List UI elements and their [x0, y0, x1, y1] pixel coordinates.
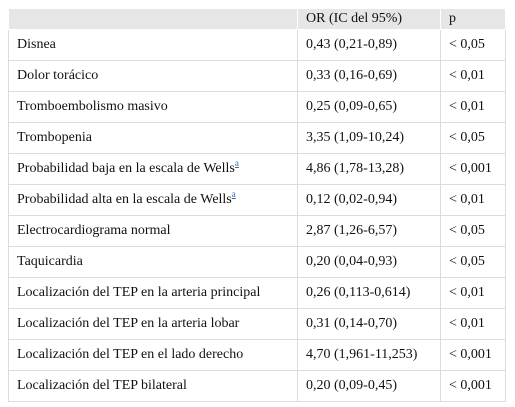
table-row: Localización del TEP bilateral 0,20 (0,09… — [8, 370, 506, 402]
header-cell: OR (IC del 95%) — [297, 8, 441, 30]
table-row: Dolor torácico 0,33 (0,16-0,69) < 0,01 — [8, 60, 506, 92]
row-label: Disnea — [8, 29, 298, 61]
footnote-link[interactable]: a — [234, 158, 239, 168]
row-label: Tromboembolismo masivo — [8, 91, 298, 123]
p-value: < 0,001 — [440, 370, 506, 402]
p-value: < 0,01 — [440, 184, 506, 216]
odds-ratio: 2,87 (1,26-6,57) — [297, 215, 441, 247]
p-value: < 0,05 — [440, 29, 506, 61]
p-value: < 0,01 — [440, 60, 506, 92]
label-text: Probabilidad alta en la escala de Wells — [17, 192, 232, 207]
label-text: Taquicardia — [17, 254, 83, 269]
row-label: Probabilidad baja en la escala de Wellsa — [8, 153, 298, 185]
p-value: < 0,05 — [440, 215, 506, 247]
odds-ratio: 0,20 (0,09-0,45) — [297, 370, 441, 402]
odds-ratio: 0,26 (0,113-0,614) — [297, 277, 441, 309]
label-text: Localización del TEP en la arteria princ… — [17, 285, 261, 300]
label-text: Localización del TEP en la arteria lobar — [17, 316, 240, 331]
row-label: Localización del TEP en el lado derecho — [8, 339, 298, 371]
label-text: Localización del TEP bilateral — [17, 378, 187, 393]
p-value: < 0,01 — [440, 277, 506, 309]
odds-ratio: 0,12 (0,02-0,94) — [297, 184, 441, 216]
label-text: Localización del TEP en el lado derecho — [17, 347, 244, 362]
table-row: Disnea 0,43 (0,21-0,89) < 0,05 — [8, 29, 506, 61]
odds-ratio: 0,31 (0,14-0,70) — [297, 308, 441, 340]
label-text: Electrocardiograma normal — [17, 223, 171, 238]
odds-ratio: 0,25 (0,09-0,65) — [297, 91, 441, 123]
row-label: Localización del TEP en la arteria lobar — [8, 308, 298, 340]
row-label: Taquicardia — [8, 246, 298, 278]
odds-ratio: 0,20 (0,04-0,93) — [297, 246, 441, 278]
p-value: < 0,01 — [440, 91, 506, 123]
header-row: OR (IC del 95%) p — [8, 8, 506, 30]
label-text: Tromboembolismo masivo — [17, 99, 168, 114]
label-text: Disnea — [17, 37, 56, 52]
p-value: < 0,001 — [440, 339, 506, 371]
row-label: Trombopenia — [8, 122, 298, 154]
row-label: Localización del TEP en la arteria princ… — [8, 277, 298, 309]
table-row: Probabilidad alta en la escala de Wellsa… — [8, 184, 506, 216]
table-body: Disnea 0,43 (0,21-0,89) < 0,05 Dolor toráci… — [8, 29, 506, 402]
row-label: Localización del TEP bilateral — [8, 370, 298, 402]
label-text: Trombopenia — [17, 130, 92, 145]
label-text: Probabilidad baja en la escala de Wells — [17, 161, 235, 176]
odds-ratio: 0,43 (0,21-0,89) — [297, 29, 441, 61]
row-label: Probabilidad alta en la escala de Wellsa — [8, 184, 298, 216]
table-row: Trombopenia 3,35 (1,09-10,24) < 0,05 — [8, 122, 506, 154]
results-table: OR (IC del 95%) p Disnea 0,43 (0,21-0,89) <… — [8, 8, 506, 402]
p-value: < 0,05 — [440, 246, 506, 278]
label-text: Dolor torácico — [17, 68, 99, 83]
odds-ratio: 0,33 (0,16-0,69) — [297, 60, 441, 92]
p-value: < 0,001 — [440, 153, 506, 185]
table-row: Localización del TEP en la arteria princ… — [8, 277, 506, 309]
table-row: Taquicardia 0,20 (0,04-0,93) < 0,05 — [8, 246, 506, 278]
header-cell: p — [440, 8, 506, 30]
row-label: Dolor torácico — [8, 60, 298, 92]
table-row: Localización del TEP en la arteria lobar… — [8, 308, 506, 340]
odds-ratio: 4,70 (1,961-11,253) — [297, 339, 441, 371]
row-label: Electrocardiograma normal — [8, 215, 298, 247]
footnote-link[interactable]: a — [231, 189, 236, 199]
table-row: Tromboembolismo masivo 0,25 (0,09-0,65) < … — [8, 91, 506, 123]
table-row: Electrocardiograma normal 2,87 (1,26-6,57… — [8, 215, 506, 247]
table-row: Localización del TEP en el lado derecho 4… — [8, 339, 506, 371]
table-row: Probabilidad baja en la escala de Wellsa… — [8, 153, 506, 185]
odds-ratio: 4,86 (1,78-13,28) — [297, 153, 441, 185]
odds-ratio: 3,35 (1,09-10,24) — [297, 122, 441, 154]
p-value: < 0,05 — [440, 122, 506, 154]
header-cell — [8, 8, 298, 30]
p-value: < 0,01 — [440, 308, 506, 340]
